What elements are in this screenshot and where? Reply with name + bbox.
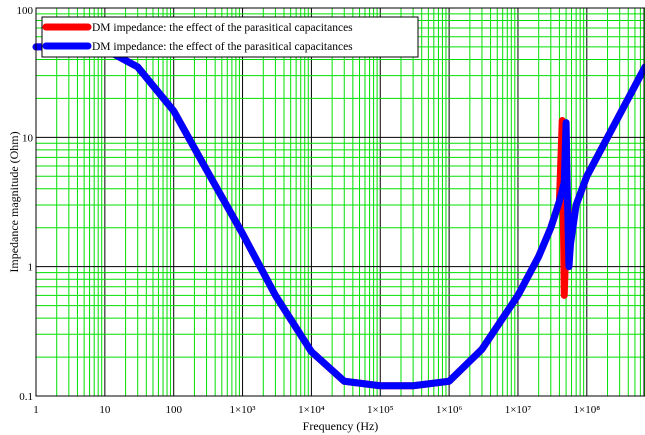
plot-frame — [35, 7, 645, 397]
series-lines — [32, 43, 645, 390]
y-tick-label: 10 — [22, 132, 34, 144]
x-tick-label: 1×10⁴ — [298, 404, 325, 416]
x-tick-label: 1×10⁵ — [367, 404, 394, 416]
legend-entry-blue: DM impedance: the effect of the parasiti… — [92, 41, 353, 53]
series-line-blue — [32, 43, 645, 390]
y-tick-labels: 0.1 1 10 100 — [17, 5, 34, 403]
y-axis-label: Impedance magnitude (Ohm) — [7, 131, 21, 272]
grid — [35, 7, 645, 397]
x-tick-labels: 1 10 100 1×10³ 1×10⁴ 1×10⁵ 1×10⁶ 1×10⁷ 1×10⁸ — [33, 404, 600, 416]
x-tick-label: 1 — [33, 404, 39, 416]
x-axis-label: Frequency (Hz) — [303, 419, 379, 433]
x-tick-label: 1×10⁸ — [574, 404, 601, 416]
y-tick-label: 100 — [17, 5, 34, 17]
legend-box — [41, 16, 419, 58]
x-tick-label: 100 — [165, 404, 182, 416]
y-tick-label: 0.1 — [19, 391, 33, 403]
x-tick-label: 1×10³ — [230, 404, 257, 416]
y-tick-label: 1 — [28, 262, 34, 274]
x-tick-label: 1×10⁶ — [436, 404, 463, 416]
x-tick-label: 10 — [99, 404, 111, 416]
x-tick-label: 1×10⁷ — [505, 404, 532, 416]
legend: DM impedance: the effect of the parasiti… — [41, 16, 419, 58]
legend-entry-red: DM impedance: the effect of the parasiti… — [92, 22, 353, 34]
